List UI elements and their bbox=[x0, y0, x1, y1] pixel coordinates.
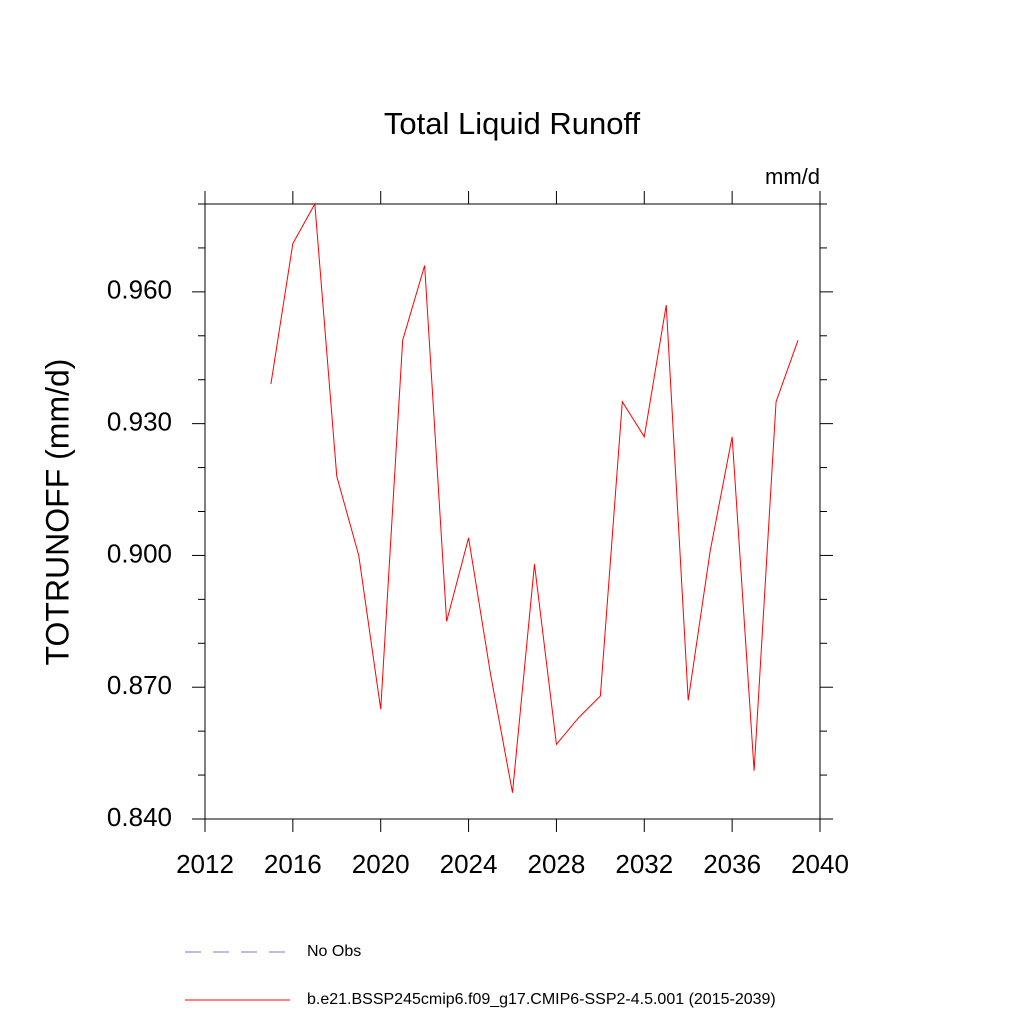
x-tick-label: 2028 bbox=[528, 849, 586, 879]
x-tick-label: 2024 bbox=[440, 849, 498, 879]
y-axis-label: TOTRUNOFF (mm/d) bbox=[39, 359, 75, 666]
x-tick-label: 2040 bbox=[791, 849, 849, 879]
legend-label: No Obs bbox=[307, 943, 361, 960]
y-tick-label: 0.900 bbox=[107, 538, 172, 568]
x-tick-label: 2036 bbox=[703, 849, 761, 879]
y-tick-label: 0.870 bbox=[107, 670, 172, 700]
y-tick-label: 0.960 bbox=[107, 275, 172, 305]
x-tick-label: 2016 bbox=[264, 849, 322, 879]
legend-label: b.e21.BSSP245cmip6.f09_g17.CMIP6-SSP2-4.… bbox=[307, 991, 776, 1008]
x-tick-label: 2020 bbox=[352, 849, 410, 879]
y-tick-label: 0.930 bbox=[107, 407, 172, 437]
x-tick-label: 2012 bbox=[176, 849, 234, 879]
y-tick-label: 0.840 bbox=[107, 802, 172, 832]
data-line bbox=[270, 202, 799, 793]
plot-frame bbox=[204, 203, 821, 820]
x-tick-label: 2032 bbox=[615, 849, 673, 879]
units-label: mm/d bbox=[765, 164, 820, 189]
chart-title: Total Liquid Runoff bbox=[384, 106, 641, 141]
